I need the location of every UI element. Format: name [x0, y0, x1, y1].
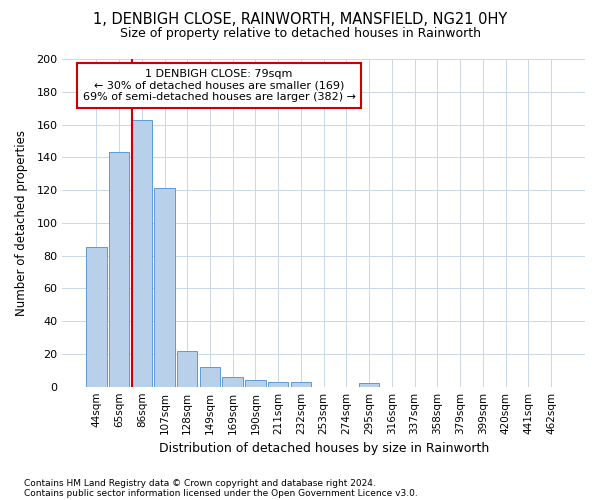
Bar — [154, 188, 175, 386]
Text: 1, DENBIGH CLOSE, RAINWORTH, MANSFIELD, NG21 0HY: 1, DENBIGH CLOSE, RAINWORTH, MANSFIELD, … — [93, 12, 507, 28]
Text: Size of property relative to detached houses in Rainworth: Size of property relative to detached ho… — [119, 28, 481, 40]
Text: Contains public sector information licensed under the Open Government Licence v3: Contains public sector information licen… — [24, 488, 418, 498]
Bar — [200, 367, 220, 386]
Bar — [268, 382, 289, 386]
Bar — [109, 152, 129, 386]
Bar — [245, 380, 266, 386]
X-axis label: Distribution of detached houses by size in Rainworth: Distribution of detached houses by size … — [158, 442, 489, 455]
Text: Contains HM Land Registry data © Crown copyright and database right 2024.: Contains HM Land Registry data © Crown c… — [24, 478, 376, 488]
Bar — [223, 377, 243, 386]
Bar — [177, 350, 197, 386]
Text: 1 DENBIGH CLOSE: 79sqm
← 30% of detached houses are smaller (169)
69% of semi-de: 1 DENBIGH CLOSE: 79sqm ← 30% of detached… — [83, 69, 356, 102]
Bar — [86, 248, 107, 386]
Bar — [131, 120, 152, 386]
Bar — [290, 382, 311, 386]
Bar — [359, 384, 379, 386]
Y-axis label: Number of detached properties: Number of detached properties — [15, 130, 28, 316]
